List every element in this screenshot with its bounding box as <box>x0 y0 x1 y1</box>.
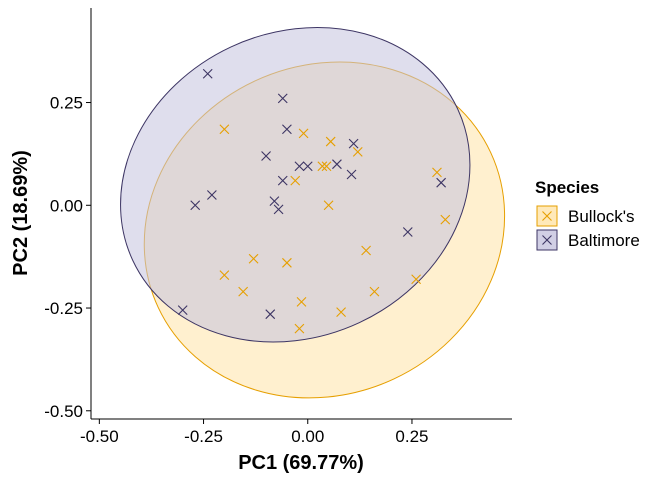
legend-item-bullocks: Bullock's <box>536 205 635 227</box>
y-tick-label: 0.25 <box>50 94 83 113</box>
bullocks-point <box>411 274 422 285</box>
baltimore-point <box>402 227 413 237</box>
x-tick-label: -0.25 <box>184 427 223 446</box>
ellipse-baltimore <box>120 26 471 343</box>
baltimore-point <box>302 161 313 172</box>
legend: Species Bullock's Baltimore <box>535 178 640 251</box>
bullocks-point <box>317 161 328 172</box>
baltimore-point <box>261 151 271 161</box>
baltimore-point <box>190 200 201 211</box>
baltimore-point <box>346 169 357 180</box>
legend-title: Species <box>535 178 599 197</box>
y-tick-label: -0.25 <box>44 299 83 318</box>
data-points <box>177 68 451 334</box>
x-axis-title: PC1 (69.77%) <box>238 452 364 474</box>
y-axis-title: PC2 (18.69%) <box>10 150 32 276</box>
bullocks-point <box>282 257 292 268</box>
bullocks-point <box>432 167 442 178</box>
baltimore-point <box>265 309 276 320</box>
baltimore-point <box>277 93 288 104</box>
bullocks-point <box>336 307 346 318</box>
x-axis-ticks: -0.50 -0.25 0.00 0.25 <box>80 419 429 446</box>
bullocks-point <box>361 245 371 256</box>
x-tick-label: 0.25 <box>395 427 428 446</box>
baltimore-point <box>202 68 213 79</box>
baltimore-point <box>348 138 359 149</box>
legend-label: Bullock's <box>568 207 635 226</box>
y-tick-label: -0.50 <box>44 402 83 421</box>
baltimore-point <box>277 175 288 186</box>
bullocks-point <box>238 286 249 297</box>
baltimore-point <box>294 161 305 172</box>
baltimore-point <box>332 159 342 170</box>
bullocks-point <box>219 124 230 135</box>
legend-item-baltimore: Baltimore <box>536 229 640 251</box>
bullocks-point <box>321 161 332 172</box>
y-axis-ticks: -0.50 -0.25 0.00 0.25 <box>44 94 91 421</box>
x-tick-label: 0.00 <box>291 427 324 446</box>
y-tick-label: 0.00 <box>50 196 83 215</box>
baltimore-point <box>206 190 217 200</box>
bullocks-point <box>219 270 230 281</box>
bullocks-point <box>369 286 380 297</box>
x-tick-label: -0.50 <box>80 427 119 446</box>
baltimore-point <box>273 204 284 215</box>
bullocks-point <box>296 296 307 307</box>
confidence-ellipses <box>120 26 506 399</box>
baltimore-point <box>436 177 447 188</box>
bullocks-point <box>294 323 305 334</box>
bullocks-point <box>323 200 334 211</box>
legend-key-marker <box>542 235 552 245</box>
bullocks-point <box>290 175 301 186</box>
baltimore-point <box>282 124 292 135</box>
baltimore-point <box>269 196 280 207</box>
bullocks-point <box>352 146 363 157</box>
bullocks-point <box>325 136 336 147</box>
legend-key-marker <box>542 211 552 221</box>
bullocks-point <box>298 128 309 139</box>
baltimore-point <box>177 305 188 315</box>
legend-label: Baltimore <box>568 231 640 250</box>
bullocks-point <box>440 214 451 225</box>
bullocks-point <box>248 253 259 264</box>
